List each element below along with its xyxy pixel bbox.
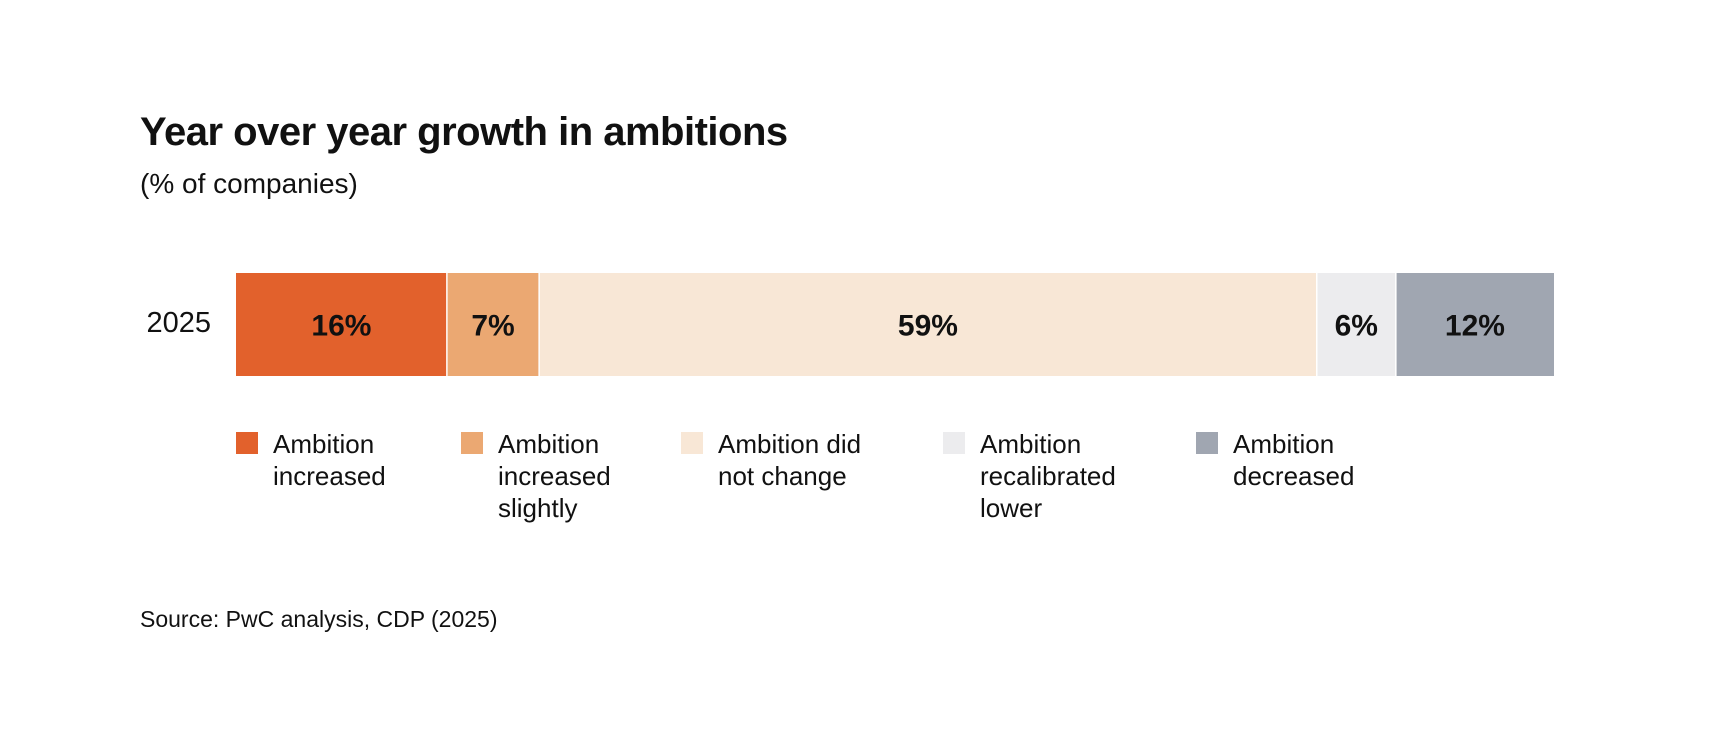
data-label-ambition-increased-slightly: 7% xyxy=(471,310,514,343)
bar-segments: 16% 7% 59% 6% 12% xyxy=(236,273,1554,376)
bar-segment-ambition-decreased xyxy=(1395,273,1554,376)
bar-segment-ambition-recalibrated-lower xyxy=(1316,273,1396,376)
legend-item-did-not-change: Ambition did not change xyxy=(681,428,893,492)
data-label-ambition-increased: 16% xyxy=(311,310,371,343)
legend-label-did-not-change: Ambition did not change xyxy=(718,429,862,491)
data-label-ambition-recalibrated-lower: 6% xyxy=(1335,310,1378,343)
bar-segment-ambition-increased xyxy=(236,273,447,376)
legend-swatch-recalibrated-lower xyxy=(943,432,965,454)
legend-swatch-increased-slightly xyxy=(461,432,483,454)
legend-item-increased: Ambition increased xyxy=(236,428,443,492)
legend-item-decreased: Ambition decreased xyxy=(1196,428,1393,492)
legend-item-increased-slightly: Ambition increased slightly xyxy=(461,428,648,524)
legend: Ambition increased Ambition increased sl… xyxy=(236,428,1436,538)
legend-label-increased: Ambition increased xyxy=(273,429,386,491)
legend-label-decreased: Ambition decreased xyxy=(1233,429,1355,491)
legend-swatch-increased xyxy=(236,432,258,454)
legend-label-recalibrated-lower: Ambition recalibrated lower xyxy=(980,429,1116,523)
chart-subtitle: (% of companies) xyxy=(140,168,358,199)
data-label-ambition-did-not-change: 59% xyxy=(898,310,958,343)
bar-segment-ambition-increased-slightly xyxy=(446,273,540,376)
legend-label-increased-slightly: Ambition increased slightly xyxy=(498,429,611,523)
category-label: 2025 xyxy=(146,307,211,339)
legend-swatch-did-not-change xyxy=(681,432,703,454)
chart-title: Year over year growth in ambitions xyxy=(140,110,788,154)
data-label-ambition-decreased: 12% xyxy=(1445,310,1505,343)
bar-segment-ambition-did-not-change xyxy=(539,273,1317,376)
legend-item-recalibrated-lower: Ambition recalibrated lower xyxy=(943,428,1150,524)
legend-swatch-decreased xyxy=(1196,432,1218,454)
source-note: Source: PwC analysis, CDP (2025) xyxy=(140,606,498,632)
